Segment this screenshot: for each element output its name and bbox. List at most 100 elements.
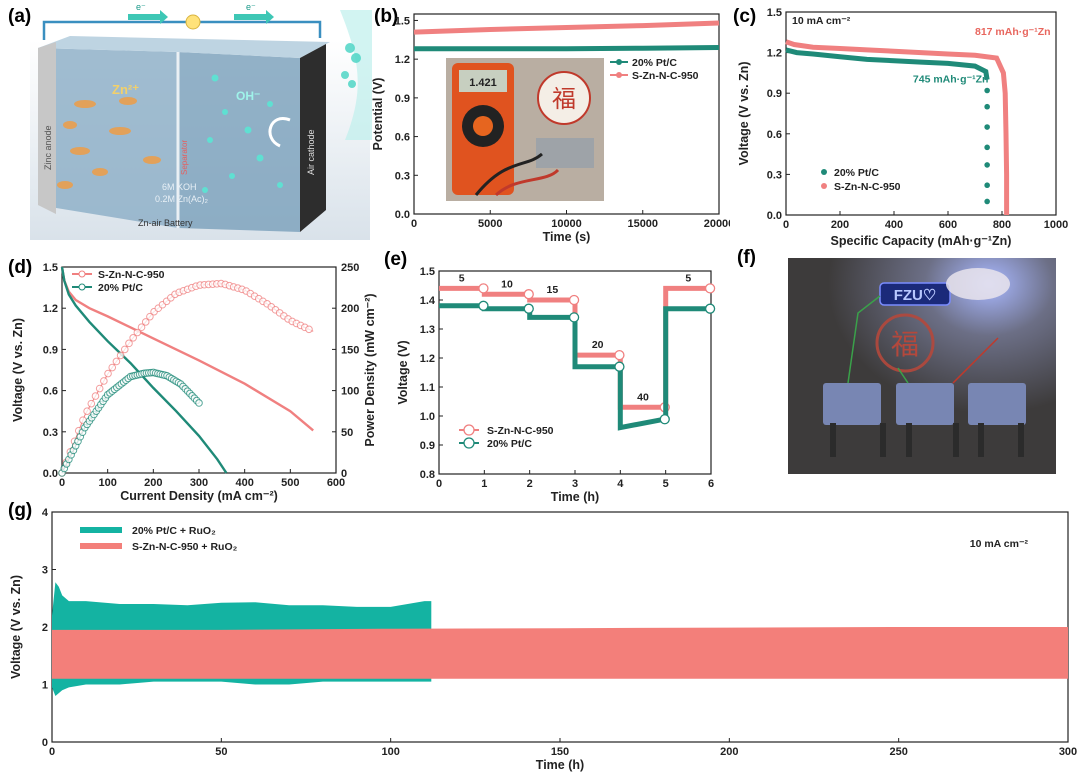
y2-tick-label: 50 [341,427,353,439]
zn-ion-particles [57,97,161,189]
y-tick-label: 1 [42,680,48,692]
legend-swatch [80,527,122,533]
seal-outline [875,313,935,373]
y-tick-label: 0.6 [767,129,782,141]
data-point [984,103,990,110]
cathode-chamber [178,52,300,232]
y-axis-label: Voltage (V vs. Zn) [9,575,23,679]
seal-character-f: 福 [891,329,919,360]
legend-marker [463,437,475,449]
gloved-hand [946,268,1010,300]
zinc-anode-label: Zinc anode [43,125,53,170]
y-tick-label: 1.3 [420,324,435,336]
x-tick-label: 500 [281,477,299,489]
multimeter-reading: 1.421 [469,77,497,89]
data-point [984,198,990,205]
y-axis-label: Voltage (V vs. Zn) [737,62,751,166]
step-current-label: 5 [685,273,691,285]
x-tick-label: 200 [144,477,162,489]
y-tick-label: 4 [42,507,49,519]
lightbulb-icon [185,14,201,30]
y-tick-label: 1.5 [420,266,435,278]
data-point [95,384,104,393]
y2-tick-label: 0 [341,468,347,480]
electron-arrow-left-icon [128,10,168,24]
multimeter-knob [473,116,493,136]
y2-tick-label: 250 [341,262,359,274]
annotation-capacity-red: 817 mAh·g⁻¹Zn [975,26,1051,38]
panel-label-b: (b) [374,6,399,27]
data-point [478,300,489,311]
chart-title: 10 mA cm⁻² [970,538,1029,550]
x-tick-label: 200 [831,219,849,231]
legend-marker [821,169,827,175]
y-axis-label: Voltage (V vs. Zn) [11,318,25,422]
y2-tick-label: 200 [341,303,359,315]
series-line [785,47,990,81]
x-tick-label: 300 [1059,746,1077,758]
x-axis-label: Specific Capacity (mAh·g⁻¹Zn) [831,234,1012,248]
led-badge [879,282,951,306]
legend-label: 20% Pt/C [98,282,143,294]
x-tick-label: 4 [617,478,624,490]
y-tick-label: 1.5 [767,7,782,19]
electron-label-right: e⁻ [246,2,256,12]
y-tick-label: 0.3 [767,169,782,181]
data-point [83,407,91,415]
plot-frame [413,13,720,215]
x-tick-label: 0 [49,746,55,758]
panel-label-d: (d) [8,257,33,278]
plot-frame [785,11,1057,216]
electron-arrow-right-icon [234,10,274,24]
series-line [439,303,711,431]
series-line [413,20,720,35]
y-tick-label: 0.9 [767,88,782,100]
x-tick-label: 0 [436,478,442,490]
step-current-label: 15 [546,284,558,296]
series-line [414,45,720,52]
data-point [195,399,203,407]
legend-label: S-Zn-N-C-950 [487,425,554,437]
anode-chamber [38,48,178,228]
y-tick-label: 1.5 [395,15,410,27]
data-point [112,357,121,366]
y-tick-label: 0.8 [420,469,435,481]
x-tick-label: 150 [551,746,569,758]
x-tick-label: 800 [993,219,1011,231]
x-tick-label: 5000 [478,218,502,230]
data-point [568,294,580,306]
electrolyte-label-2: 0.2M Zn(Ac)₂ [155,194,209,204]
x-tick-label: 0 [411,218,417,230]
x-tick-label: 1 [481,478,487,490]
x-tick-label: 0 [59,477,65,489]
y2-tick-label: 150 [341,344,359,356]
data-point [146,312,154,321]
x-tick-label: 400 [885,219,903,231]
chart-d-polarization-power: 0 100 200 300 400 500 6000.00.30.60.91.21.5Cur… [11,262,377,503]
annotation-capacity-teal: 745 mAh·g⁻¹Zn [913,73,989,85]
external-circuit-wire [42,20,322,40]
y-tick-label: 3 [42,565,48,577]
data-point [108,363,117,372]
data-point [984,162,990,168]
oh-ion-label: OH⁻ [236,89,260,103]
x-tick-label: 50 [215,746,227,758]
legend-marker [78,283,86,291]
oxygen-flow-arrow-icon [268,117,291,148]
y-axis-label: Voltage (V) [396,340,410,404]
step-current-label: 5 [459,273,465,285]
y-tick-label: 0.6 [395,132,410,144]
oxygen-stream [340,10,372,140]
separator-label: Separator [180,140,189,175]
battery-cell-device [536,138,594,168]
probe-wire-black [474,152,543,196]
data-point [104,369,112,378]
data-point [141,318,150,326]
legend-label: 20% Pt/C + RuO₂ [132,525,216,537]
y-tick-label: 0.9 [43,344,58,356]
data-point [984,144,990,151]
y-axis-label: Potential (V) [371,78,385,151]
connection-wires [847,295,999,384]
electrolyte-label-1: 6M KOH [162,182,197,192]
